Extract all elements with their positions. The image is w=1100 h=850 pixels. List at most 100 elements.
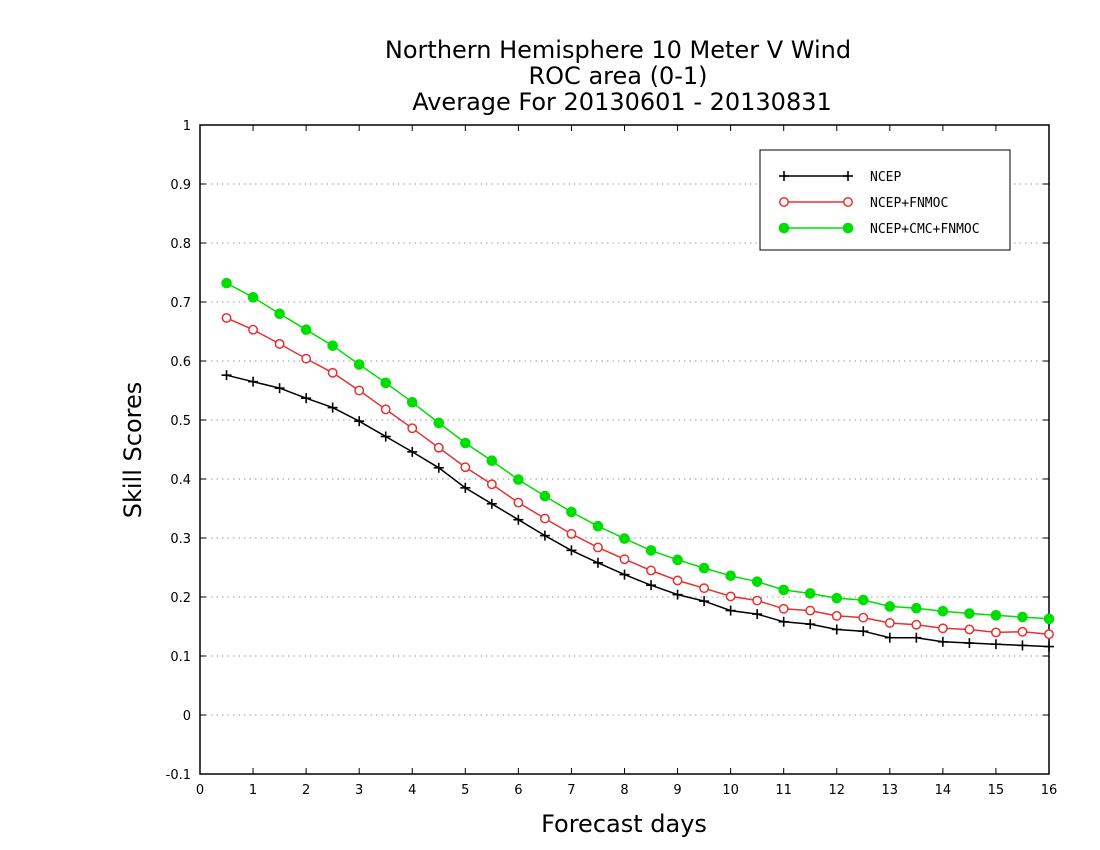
data-point	[327, 402, 338, 413]
data-point	[593, 542, 603, 553]
data-point	[725, 570, 736, 582]
data-point	[619, 533, 630, 544]
data-point	[831, 592, 843, 604]
legend: NCEP NCEP+FNMOC NCEP+CMC+FNMOC	[759, 149, 1011, 251]
data-point	[751, 576, 763, 587]
x-tick-label: 16	[1041, 783, 1058, 798]
data-point	[327, 340, 338, 351]
data-point	[672, 554, 683, 566]
data-point	[884, 601, 896, 612]
data-point	[301, 393, 312, 404]
y-tick-label: 0.6	[170, 355, 191, 370]
data-point	[857, 594, 869, 606]
data-point	[911, 632, 922, 643]
data-point	[990, 609, 1002, 621]
series-line	[226, 374, 1050, 648]
data-point	[937, 623, 948, 634]
data-point	[513, 497, 524, 508]
series-2	[221, 312, 1054, 640]
y-tick-label: 0.9	[170, 178, 191, 193]
x-tick-label: 1	[249, 783, 257, 798]
data-point	[539, 530, 550, 541]
grid-lines	[200, 183, 1049, 716]
y-tick-label: 0.3	[170, 532, 191, 547]
x-tick-label: 7	[567, 783, 575, 798]
data-point	[327, 367, 338, 378]
data-point	[248, 376, 259, 387]
data-point	[858, 612, 869, 623]
y-tick-label: -0.1	[166, 768, 191, 783]
data-point	[619, 569, 630, 580]
x-tick-label: 13	[882, 783, 899, 798]
legend-marker	[842, 222, 854, 234]
data-point	[433, 417, 445, 429]
series-line	[226, 282, 1050, 620]
data-point	[248, 324, 259, 335]
y-tick-label: 0.7	[170, 296, 191, 311]
data-point	[460, 437, 471, 449]
x-tick-label: 0	[196, 783, 204, 798]
legend-label: NCEP+FNMOC	[870, 196, 948, 211]
data-point	[911, 602, 922, 614]
data-point	[805, 605, 816, 616]
x-tick-label: 3	[355, 783, 363, 798]
data-point	[778, 616, 789, 627]
data-point	[221, 370, 232, 381]
data-point	[699, 596, 710, 607]
x-tick-label: 15	[988, 783, 1005, 798]
data-point	[1017, 640, 1028, 651]
y-tick-label: 0.2	[170, 591, 191, 606]
data-point	[990, 627, 1001, 638]
y-tick-label: 0.4	[170, 473, 191, 488]
data-point	[990, 639, 1001, 650]
data-point	[407, 446, 418, 457]
y-tick-label: 0.5	[170, 414, 191, 429]
data-point	[539, 490, 551, 502]
data-point	[566, 506, 577, 518]
data-point	[433, 442, 444, 453]
y-tick-label: 1	[183, 119, 191, 134]
legend-box	[759, 149, 1011, 251]
legend-marker	[843, 171, 853, 181]
data-point	[380, 431, 391, 442]
data-point	[646, 580, 657, 591]
x-tick-label: 9	[673, 783, 681, 798]
data-point	[752, 595, 763, 606]
x-tick-label: 14	[935, 783, 952, 798]
legend-marker	[778, 222, 790, 234]
data-point	[964, 624, 975, 635]
legend-label: NCEP+CMC+FNMOC	[870, 222, 980, 237]
x-tick-label: 11	[775, 783, 792, 798]
data-point	[354, 385, 365, 396]
data-point	[406, 397, 418, 408]
data-point	[274, 308, 285, 320]
data-point	[1017, 626, 1028, 637]
data-point	[274, 338, 285, 349]
data-point	[725, 605, 736, 616]
data-point	[221, 312, 232, 323]
x-tick-label: 10	[722, 783, 739, 798]
data-point	[566, 545, 577, 556]
series-line	[226, 317, 1050, 635]
data-point	[831, 624, 842, 635]
series-3	[221, 277, 1055, 625]
data-point	[672, 589, 683, 600]
data-point	[513, 474, 524, 485]
data-point	[884, 618, 895, 628]
data-point	[699, 583, 710, 594]
data-point	[937, 605, 949, 617]
x-tick-label: 8	[620, 783, 628, 798]
data-point	[592, 520, 604, 532]
data-point	[380, 377, 392, 389]
data-point	[804, 588, 816, 599]
data-point	[566, 528, 577, 539]
data-point	[752, 609, 763, 620]
axis-ticks: -0.100.10.20.30.40.50.60.70.80.910 1 2 3 4 5 6…	[166, 119, 1058, 798]
data-point	[884, 632, 895, 643]
data-point	[911, 619, 922, 630]
data-point	[831, 610, 842, 621]
data-point	[964, 608, 975, 619]
y-tick-label: 0.1	[170, 650, 191, 665]
data-point	[645, 545, 657, 556]
data-point	[698, 562, 710, 574]
